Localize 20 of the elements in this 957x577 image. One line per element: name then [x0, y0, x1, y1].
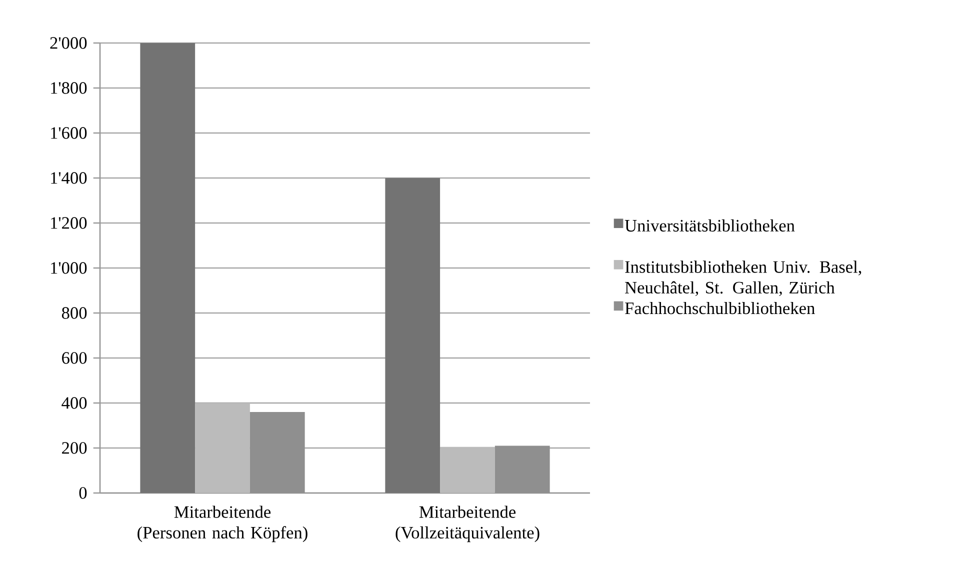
legend-label: Fachhochschulbibliotheken	[625, 302, 815, 314]
y-tick-label: 600	[62, 352, 87, 364]
y-tick-label: 1'000	[51, 262, 87, 274]
x-tick-label: Mitarbeitende (Personen nach Köpfen)	[138, 506, 308, 542]
legend-label: Institutsbibliotheken Univ. Basel, Neuchâtel, St. Gallen, Zürich	[625, 260, 862, 296]
y-tick-label: 1'200	[51, 217, 87, 229]
bar	[385, 178, 440, 493]
y-tick-label: 1'600	[51, 127, 87, 139]
x-tick-label: Mitarbeitende (Vollzeitäquivalente)	[396, 506, 540, 542]
y-tick-label: 1'400	[51, 172, 87, 184]
y-tick-label: 800	[62, 307, 87, 319]
y-tick-label: 2'000	[50, 37, 87, 49]
y-tick-label: 1'800	[51, 82, 87, 94]
bar	[140, 42, 196, 493]
y-tick-label: 0	[79, 487, 87, 499]
y-tick-label: 200	[62, 442, 87, 454]
legend-label: Universitätsbibliotheken	[624, 219, 795, 232]
y-tick-label: 400	[62, 397, 87, 409]
bar	[440, 446, 495, 493]
bar	[195, 402, 250, 493]
